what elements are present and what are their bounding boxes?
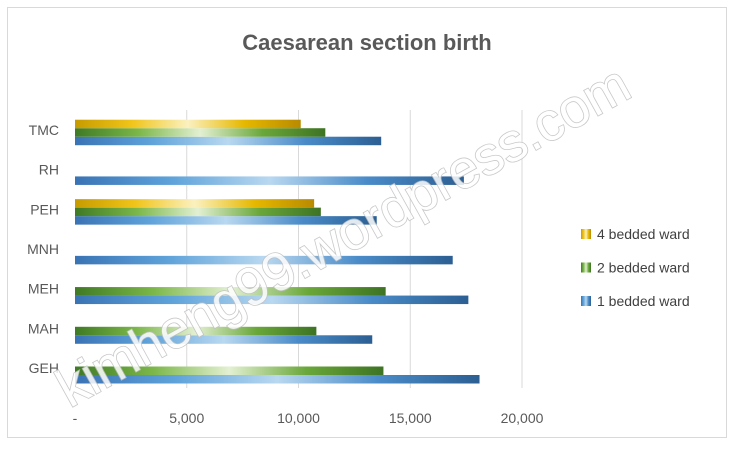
category-label: MAH xyxy=(28,320,59,336)
legend-label: 4 bedded ward xyxy=(597,226,690,242)
category-label: MNH xyxy=(27,241,59,257)
bar-chart: Caesarean section birth GEH MAH MEH MNH PEH R… xyxy=(27,30,690,426)
bar xyxy=(75,119,301,129)
x-tick-label: 10,000 xyxy=(277,410,320,426)
x-tick-labels: - 5,000 10,000 15,000 20,000 xyxy=(73,410,544,426)
bar xyxy=(75,326,317,336)
legend: 4 bedded ward 2 bedded ward 1 bedded ward xyxy=(581,226,690,309)
category-label: PEH xyxy=(30,201,59,217)
bar xyxy=(75,375,480,384)
legend-label: 2 bedded ward xyxy=(597,260,690,276)
category-label: GEH xyxy=(29,360,59,376)
chart-title: Caesarean section birth xyxy=(242,30,491,55)
bar xyxy=(75,335,373,344)
watermark: kimheng99.wordpress.com xyxy=(47,54,640,419)
bar xyxy=(75,366,384,375)
x-tick-label: 20,000 xyxy=(501,410,544,426)
legend-swatch xyxy=(581,229,591,239)
bar xyxy=(75,287,386,296)
x-tick-label: 15,000 xyxy=(389,410,432,426)
bar xyxy=(75,176,464,185)
category-labels: GEH MAH MEH MNH PEH RH TMC xyxy=(27,122,59,376)
category-label: RH xyxy=(39,162,59,178)
legend-swatch xyxy=(581,296,591,306)
chart-frame: Caesarean section birth GEH MAH MEH MNH PEH R… xyxy=(7,7,727,438)
bar xyxy=(75,199,315,208)
legend-swatch xyxy=(581,262,591,273)
x-tick-label: - xyxy=(73,410,78,426)
bar xyxy=(75,295,469,305)
category-label: TMC xyxy=(29,122,59,138)
bars xyxy=(75,119,480,384)
bar xyxy=(75,136,382,146)
legend-label: 1 bedded ward xyxy=(597,293,690,309)
bar xyxy=(75,255,453,265)
bar xyxy=(75,128,326,137)
category-label: MEH xyxy=(28,281,59,297)
bar xyxy=(75,216,377,225)
bar xyxy=(75,207,321,217)
x-tick-label: 5,000 xyxy=(169,410,204,426)
